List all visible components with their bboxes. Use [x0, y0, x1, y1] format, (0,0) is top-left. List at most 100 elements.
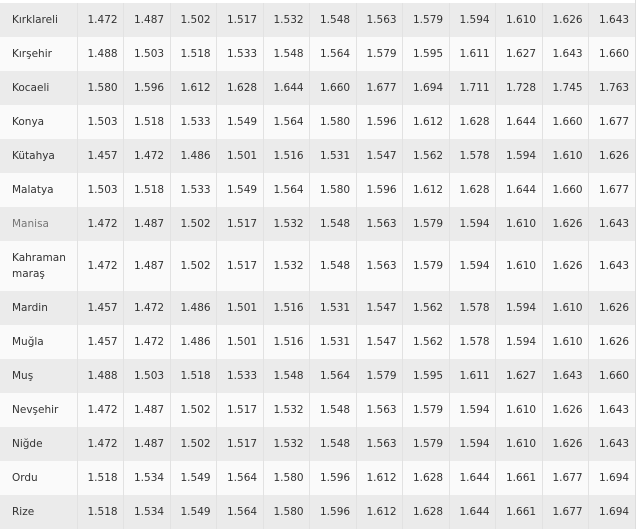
city-cell: Kırklareli	[0, 3, 77, 37]
value-cell: 1.531	[309, 139, 356, 173]
value-cell: 1.486	[169, 325, 217, 359]
value-cell: 1.547	[355, 325, 403, 359]
value-cell: 1.472	[76, 241, 124, 291]
value-cell: 1.596	[309, 461, 356, 495]
value-cell: 1.580	[309, 173, 356, 207]
value-cell: 1.677	[541, 495, 589, 529]
value-cell: 1.626	[588, 291, 635, 325]
value-cell: 1.532	[262, 207, 310, 241]
value-cell: 1.562	[402, 291, 449, 325]
value-cell: 1.549	[216, 173, 263, 207]
value-cell: 1.517	[216, 241, 263, 291]
value-cell: 1.628	[402, 495, 449, 529]
value-cell: 1.594	[495, 291, 542, 325]
value-cell: 1.611	[448, 37, 496, 71]
value-cell: 1.457	[76, 139, 124, 173]
table-row: Malatya 1.503 1.518 1.533 1.549 1.564 1.580 1.5…	[0, 173, 635, 207]
value-cell: 1.533	[216, 359, 263, 393]
value-cell: 1.578	[448, 139, 496, 173]
value-cell: 1.626	[541, 427, 589, 461]
value-cell: 1.564	[216, 461, 263, 495]
value-cell: 1.503	[123, 359, 170, 393]
city-cell: Rize	[0, 495, 77, 529]
value-cell: 1.612	[402, 173, 449, 207]
value-cell: 1.763	[588, 71, 635, 105]
value-cell: 1.501	[216, 139, 263, 173]
value-cell: 1.503	[76, 173, 124, 207]
value-cell: 1.579	[402, 427, 449, 461]
value-cell: 1.580	[262, 461, 310, 495]
value-cell: 1.677	[588, 105, 635, 139]
value-cell: 1.549	[169, 495, 217, 529]
city-cell: Ordu	[0, 461, 77, 495]
value-cell: 1.533	[216, 37, 263, 71]
value-cell: 1.549	[216, 105, 263, 139]
value-cell: 1.612	[355, 495, 403, 529]
value-cell: 1.502	[169, 3, 217, 37]
value-cell: 1.610	[495, 393, 542, 427]
value-cell: 1.612	[402, 105, 449, 139]
value-cell: 1.487	[123, 207, 170, 241]
value-cell: 1.626	[541, 241, 589, 291]
value-cell: 1.643	[588, 241, 635, 291]
city-cell: Kahraman maraş	[0, 241, 77, 291]
value-cell: 1.660	[588, 37, 635, 71]
city-cell: Nevşehir	[0, 393, 77, 427]
value-cell: 1.472	[76, 393, 124, 427]
value-cell: 1.487	[123, 427, 170, 461]
table-row: Konya 1.503 1.518 1.533 1.549 1.564 1.580 1.596…	[0, 105, 635, 139]
value-cell: 1.660	[309, 71, 356, 105]
value-cell: 1.532	[262, 427, 310, 461]
table-row: Kütahya 1.457 1.472 1.486 1.501 1.516 1.531 1.5…	[0, 139, 635, 173]
value-cell: 1.594	[495, 325, 542, 359]
value-cell: 1.501	[216, 325, 263, 359]
value-cell: 1.628	[216, 71, 263, 105]
value-cell: 1.579	[402, 393, 449, 427]
value-cell: 1.610	[541, 325, 589, 359]
table-row: Muğla 1.457 1.472 1.486 1.501 1.516 1.531 1.547…	[0, 325, 635, 359]
value-cell: 1.612	[355, 461, 403, 495]
value-cell: 1.644	[448, 495, 496, 529]
value-cell: 1.610	[495, 3, 542, 37]
table-row: Kocaeli 1.580 1.596 1.612 1.628 1.644 1.660 1.6…	[0, 71, 635, 105]
value-cell: 1.472	[123, 291, 170, 325]
value-cell: 1.628	[402, 461, 449, 495]
value-cell: 1.677	[541, 461, 589, 495]
value-cell: 1.487	[123, 3, 170, 37]
value-cell: 1.487	[123, 393, 170, 427]
value-cell: 1.578	[448, 325, 496, 359]
table-row: Mardin 1.457 1.472 1.486 1.501 1.516 1.531 1.54…	[0, 291, 635, 325]
value-cell: 1.627	[495, 37, 542, 71]
value-cell: 1.579	[402, 207, 449, 241]
value-cell: 1.518	[76, 461, 124, 495]
value-cell: 1.596	[355, 173, 403, 207]
value-cell: 1.644	[448, 461, 496, 495]
value-cell: 1.517	[216, 3, 263, 37]
value-cell: 1.532	[262, 393, 310, 427]
value-cell: 1.503	[123, 37, 170, 71]
value-cell: 1.502	[169, 207, 217, 241]
value-cell: 1.610	[541, 139, 589, 173]
value-cell: 1.644	[262, 71, 310, 105]
value-cell: 1.564	[216, 495, 263, 529]
value-cell: 1.502	[169, 427, 217, 461]
value-cell: 1.548	[309, 3, 356, 37]
city-cell: Muğla	[0, 325, 77, 359]
city-cell: Kırşehir	[0, 37, 77, 71]
value-cell: 1.644	[495, 105, 542, 139]
value-cell: 1.457	[76, 325, 124, 359]
value-cell: 1.626	[588, 325, 635, 359]
value-cell: 1.661	[495, 495, 542, 529]
value-cell: 1.643	[588, 393, 635, 427]
city-cell: Konya	[0, 105, 77, 139]
value-cell: 1.627	[495, 359, 542, 393]
value-cell: 1.579	[402, 3, 449, 37]
value-cell: 1.596	[123, 71, 170, 105]
value-cell: 1.517	[216, 393, 263, 427]
value-cell: 1.660	[588, 359, 635, 393]
value-cell: 1.516	[262, 325, 310, 359]
value-cell: 1.611	[448, 359, 496, 393]
value-cell: 1.472	[123, 325, 170, 359]
city-cell: Muş	[0, 359, 77, 393]
